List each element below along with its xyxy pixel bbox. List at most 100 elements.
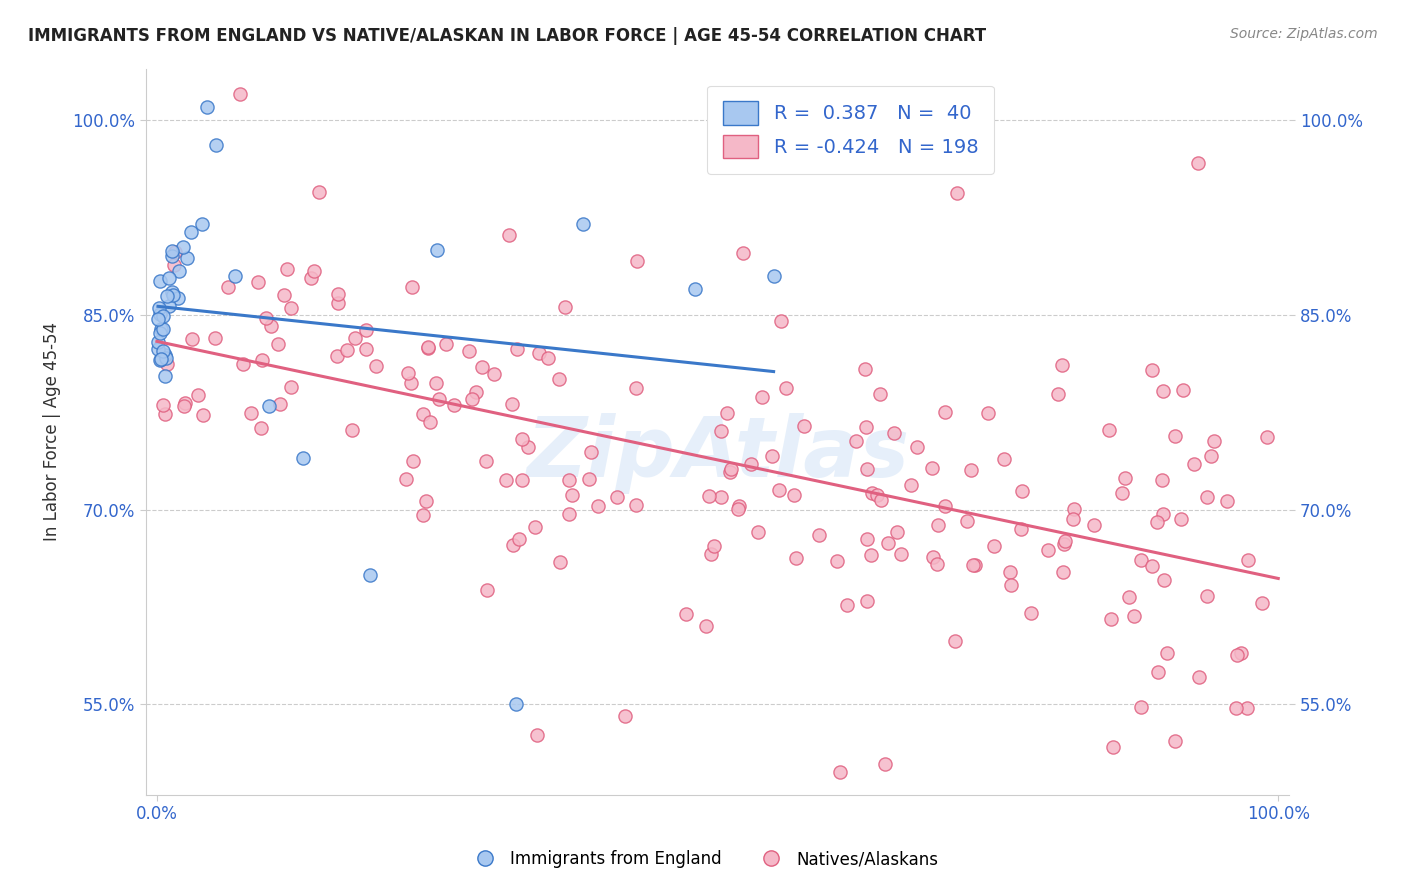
Point [1225,701,1247,715]
Point [761,449,783,463]
Point [149,274,172,288]
Point [224,269,246,284]
Point [561,488,583,502]
Point [359,567,381,582]
Point [1111,485,1133,500]
Point [149,353,172,368]
Point [900,478,922,492]
Point [613,709,636,723]
Point [191,408,214,422]
Point [1123,608,1146,623]
Point [998,565,1021,579]
Point [149,307,172,321]
Point [308,185,330,199]
Point [1256,430,1278,444]
Point [886,524,908,539]
Point [1140,558,1163,573]
Point [1114,471,1136,485]
Point [148,301,170,315]
Point [269,397,291,411]
Point [510,432,533,446]
Point [1063,502,1085,516]
Point [1215,494,1237,508]
Point [956,514,979,528]
Point [866,488,889,502]
Point [336,343,359,357]
Point [475,582,498,597]
Point [505,342,527,356]
Point [156,289,179,303]
Point [683,282,706,296]
Point [291,450,314,465]
Point [853,362,876,376]
Point [426,243,449,257]
Point [326,296,349,310]
Point [606,490,628,504]
Point [498,228,520,243]
Point [299,270,322,285]
Point [770,314,793,328]
Point [1118,591,1140,605]
Point [1021,606,1043,620]
Point [229,87,252,102]
Point [859,548,882,562]
Point [1102,739,1125,754]
Point [280,301,302,315]
Point [934,405,956,419]
Point [364,359,387,374]
Point [905,440,928,454]
Point [695,619,717,633]
Point [1182,458,1205,472]
Legend: R =  0.387   N =  40, R = -0.424   N = 198: R = 0.387 N = 40, R = -0.424 N = 198 [707,86,994,174]
Point [412,508,434,522]
Point [461,392,484,406]
Point [412,407,434,421]
Point [976,405,998,419]
Point [1129,699,1152,714]
Point [163,258,186,272]
Point [326,349,349,363]
Point [505,698,527,712]
Text: Source: ZipAtlas.com: Source: ZipAtlas.com [1230,27,1378,41]
Point [1083,518,1105,533]
Point [232,357,254,371]
Point [1230,647,1253,661]
Point [855,420,877,434]
Point [703,539,725,553]
Point [267,337,290,351]
Point [166,291,188,305]
Point [793,419,815,434]
Point [835,599,858,613]
Point [983,539,1005,553]
Point [152,343,174,358]
Point [526,728,548,742]
Point [155,351,177,365]
Point [718,465,741,479]
Point [495,474,517,488]
Point [1171,384,1194,398]
Point [727,501,749,516]
Point [1226,648,1249,663]
Point [162,288,184,302]
Point [280,380,302,394]
Point [716,406,738,420]
Point [399,376,422,391]
Point [162,249,184,263]
Point [484,367,506,381]
Point [1140,362,1163,376]
Point [856,594,879,608]
Point [419,415,441,429]
Point [1054,533,1077,548]
Point [751,390,773,404]
Point [165,245,187,260]
Point [727,500,749,514]
Point [808,528,831,542]
Point [709,424,731,438]
Point [1187,156,1209,170]
Point [697,489,720,503]
Point [1053,537,1076,551]
Point [860,486,883,500]
Text: ZipAtlas: ZipAtlas [526,413,910,494]
Point [425,376,447,391]
Point [510,473,533,487]
